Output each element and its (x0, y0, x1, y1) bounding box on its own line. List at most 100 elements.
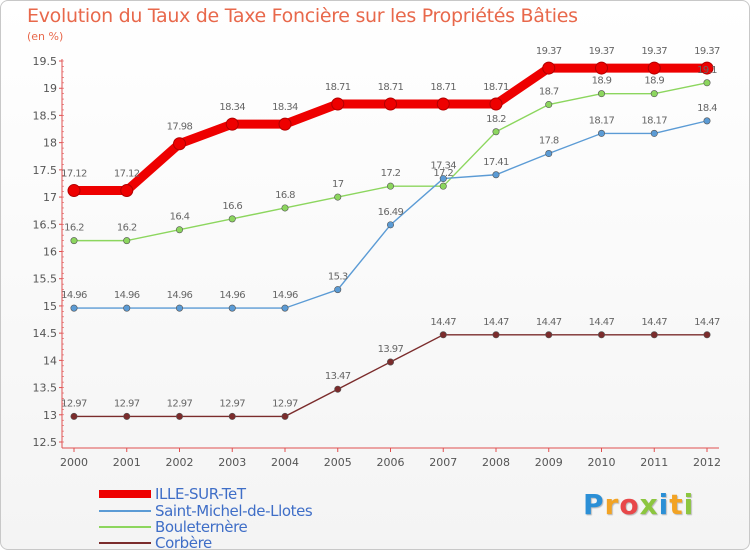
unit-label: (en %) (27, 30, 64, 43)
data-point-saint-michel-de-llotes (281, 304, 289, 312)
data-label-saint-michel-de-llotes: 14.96 (167, 290, 193, 301)
data-point-ille-sur-tet (225, 117, 239, 131)
proxiti-logo: Proxiti (583, 488, 694, 521)
data-point-bouleternere (650, 90, 658, 98)
data-label-saint-michel-de-llotes: 18.4 (697, 103, 717, 114)
y-tick-label: 16.5 (33, 218, 58, 231)
data-point-corbere (70, 412, 78, 420)
data-label-saint-michel-de-llotes: 15.3 (328, 272, 348, 283)
x-tick-label: 2007 (429, 456, 457, 469)
legend-label-bouleternere: Bouleternère (155, 518, 248, 536)
data-point-ille-sur-tet (542, 61, 556, 75)
data-point-ille-sur-tet (647, 61, 661, 75)
y-tick-label: 14.5 (33, 327, 58, 340)
data-point-saint-michel-de-llotes (228, 304, 236, 312)
data-point-ille-sur-tet (436, 97, 450, 111)
data-point-corbere (176, 412, 184, 420)
data-point-bouleternere (703, 79, 711, 87)
y-tick-label: 13 (43, 409, 57, 422)
legend-swatch-saint-michel-de-llotes (99, 510, 151, 512)
data-point-bouleternere (123, 237, 131, 245)
data-point-corbere (228, 412, 236, 420)
x-tick-label: 2003 (218, 456, 246, 469)
data-label-saint-michel-de-llotes: 18.17 (641, 115, 667, 126)
data-point-saint-michel-de-llotes (70, 304, 78, 312)
logo-letter: o (619, 488, 640, 521)
legend-item-ille-sur-tet: ILLE-SUR-TeT (99, 485, 419, 503)
data-label-bouleternere: 16.2 (64, 223, 84, 234)
data-label-ille-sur-tet: 18.71 (483, 82, 509, 93)
logo-letter: x (639, 488, 659, 521)
y-tick-label: 12.5 (33, 436, 58, 449)
data-point-corbere (334, 385, 342, 393)
data-label-saint-michel-de-llotes: 18.17 (589, 115, 615, 126)
data-point-corbere (703, 331, 711, 339)
data-label-corbere: 12.97 (167, 398, 193, 409)
data-label-saint-michel-de-llotes: 17.41 (483, 157, 509, 168)
data-point-ille-sur-tet (67, 184, 81, 198)
legend-item-saint-michel-de-llotes: Saint-Michel-de-Llotes (99, 502, 419, 520)
legend-item-corbere: Corbère (99, 534, 419, 550)
data-label-corbere: 14.47 (536, 317, 562, 328)
data-label-bouleternere: 18.2 (486, 114, 506, 125)
y-tick-label: 18 (43, 137, 57, 150)
data-point-saint-michel-de-llotes (176, 304, 184, 312)
data-label-bouleternere: 18.9 (644, 76, 664, 87)
y-tick-label: 18.5 (33, 109, 58, 122)
y-tick-label: 16 (43, 246, 57, 259)
x-tick-label: 2001 (113, 456, 141, 469)
data-point-ille-sur-tet (278, 117, 292, 131)
y-tick-label: 19 (43, 82, 57, 95)
data-point-saint-michel-de-llotes (439, 175, 447, 183)
data-point-bouleternere (545, 101, 553, 109)
data-point-ille-sur-tet (489, 97, 503, 111)
logo-letter: P (583, 488, 605, 521)
data-point-bouleternere (70, 237, 78, 245)
data-point-ille-sur-tet (384, 97, 397, 111)
data-point-corbere (545, 331, 553, 339)
y-tick-label: 17 (43, 191, 57, 204)
data-label-ille-sur-tet: 18.34 (219, 102, 245, 113)
data-point-corbere (492, 331, 500, 339)
y-tick-label: 19.5 (33, 55, 58, 68)
data-point-ille-sur-tet (595, 61, 608, 75)
data-point-bouleternere (334, 193, 342, 201)
legend-label-saint-michel-de-llotes: Saint-Michel-de-Llotes (155, 502, 313, 520)
data-label-corbere: 13.47 (325, 371, 351, 382)
data-label-corbere: 14.47 (430, 317, 456, 328)
data-point-corbere (386, 358, 394, 366)
data-point-corbere (597, 331, 605, 339)
legend-label-corbere: Corbère (155, 534, 212, 550)
data-label-ille-sur-tet: 17.12 (114, 169, 140, 180)
data-label-ille-sur-tet: 19.37 (641, 46, 667, 57)
data-point-corbere (123, 412, 131, 420)
logo-letter: i (658, 488, 670, 521)
data-point-saint-michel-de-llotes (492, 171, 500, 179)
data-point-ille-sur-tet (120, 184, 134, 198)
data-label-ille-sur-tet: 19.37 (536, 46, 562, 57)
x-tick-label: 2009 (535, 456, 563, 469)
x-tick-label: 2012 (693, 456, 721, 469)
data-label-corbere: 13.97 (378, 344, 404, 355)
x-tick-label: 2006 (377, 456, 405, 469)
data-label-ille-sur-tet: 18.71 (430, 82, 456, 93)
data-label-corbere: 14.47 (641, 317, 667, 328)
x-tick-label: 2005 (324, 456, 352, 469)
data-point-bouleternere (597, 90, 605, 98)
data-label-bouleternere: 16.8 (275, 190, 295, 201)
data-point-saint-michel-de-llotes (545, 150, 553, 158)
y-tick-label: 17.5 (33, 164, 58, 177)
data-label-corbere: 12.97 (114, 398, 140, 409)
data-point-bouleternere (386, 182, 394, 190)
data-label-bouleternere: 18.7 (539, 87, 559, 98)
data-label-bouleternere: 17.2 (433, 168, 453, 179)
data-label-ille-sur-tet: 19.37 (589, 46, 615, 57)
x-tick-label: 2008 (482, 456, 510, 469)
data-label-bouleternere: 17.2 (381, 168, 401, 179)
legend-swatch-bouleternere (99, 526, 151, 528)
data-label-ille-sur-tet: 18.71 (378, 82, 404, 93)
data-point-saint-michel-de-llotes (386, 221, 394, 229)
data-label-saint-michel-de-llotes: 14.96 (61, 290, 87, 301)
data-label-corbere: 14.47 (483, 317, 509, 328)
